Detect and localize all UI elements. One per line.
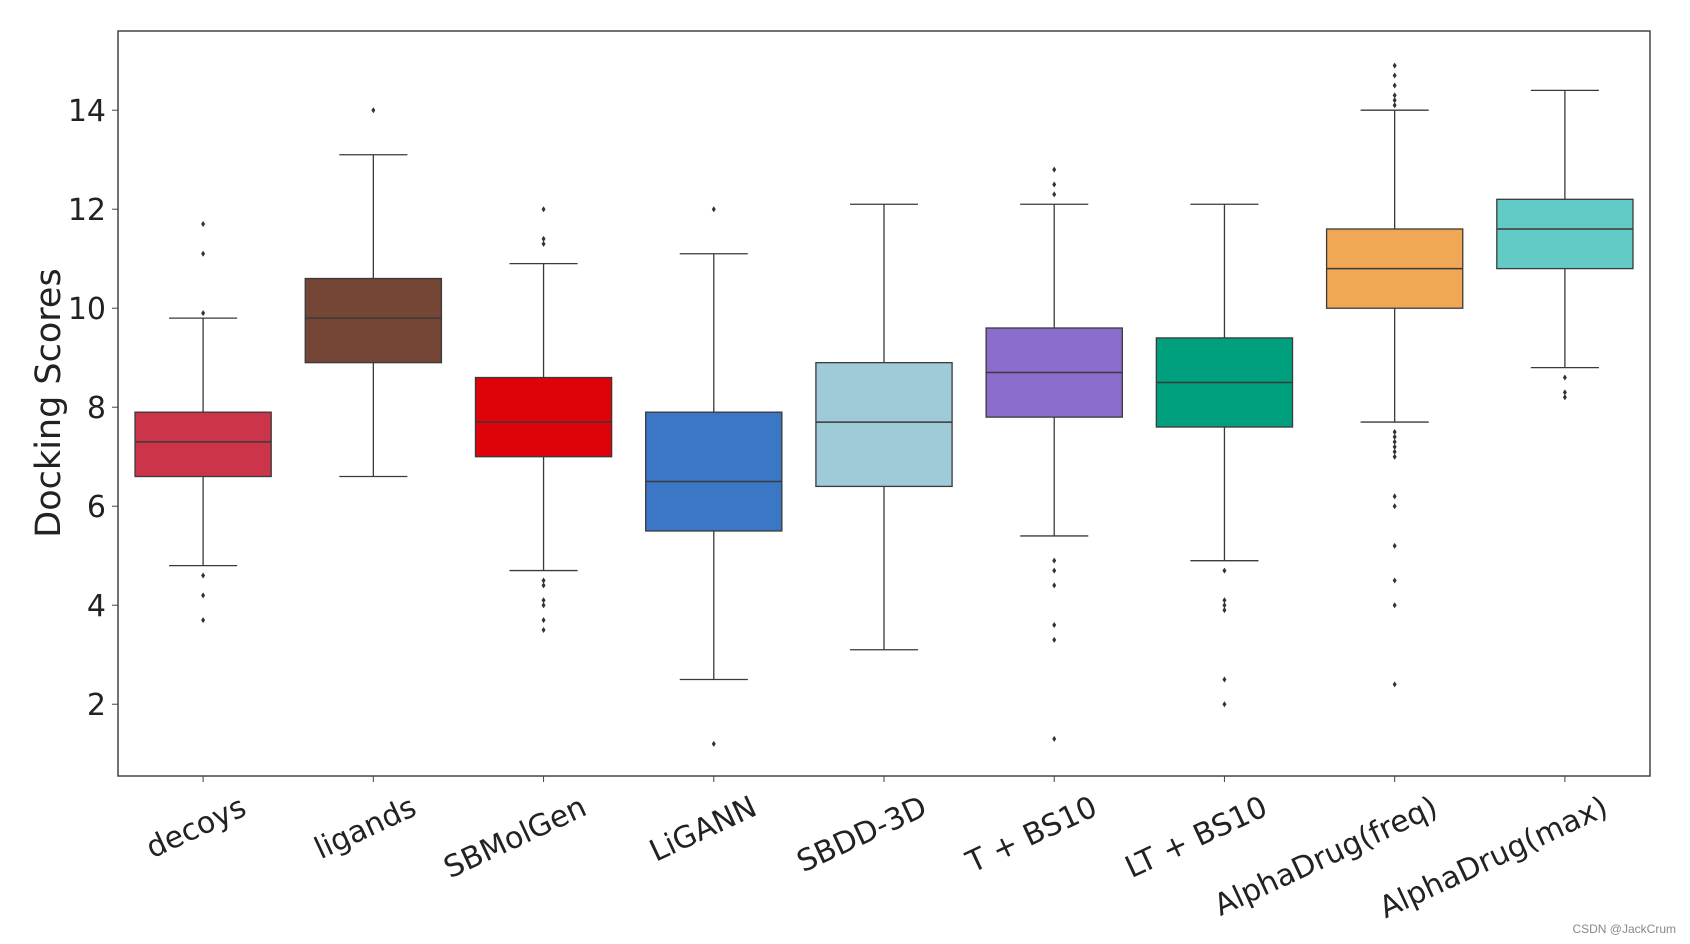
iqr-box [815,362,953,488]
box-group-sbmolgen [474,206,613,633]
iqr-box [1496,198,1634,270]
outlier-point [541,235,546,242]
outlier-point [541,240,546,247]
outlier-point [1392,82,1397,89]
box-group-alphadrug-max- [1496,89,1634,401]
outlier-point [1392,62,1397,69]
outlier-point [1392,542,1397,549]
outlier-point [541,617,546,624]
box-group-lt-bs10 [1155,203,1294,708]
outlier-point [1392,443,1397,450]
outlier-point [201,221,206,228]
box-group-ligands [304,107,443,478]
boxes-layer [134,62,1634,747]
x-category-label: LiGANN [644,790,762,870]
outlier-point [201,310,206,317]
x-category-label: T + BS10 [960,790,1102,881]
outlier-point [1392,438,1397,445]
outlier-point [1222,676,1227,683]
iqr-box [304,277,443,364]
outlier-point [711,740,716,747]
outlier-point [541,597,546,604]
outlier-point [1392,72,1397,79]
outlier-point [711,206,716,213]
outlier-point [1052,191,1057,198]
outlier-point [1392,97,1397,104]
outlier-point [201,592,206,599]
outlier-point [1392,602,1397,609]
iqr-box [474,376,613,458]
outlier-point [1392,577,1397,584]
box-group-t-bs10 [985,166,1123,742]
outlier-point [1392,92,1397,99]
outlier-point [1052,567,1057,574]
iqr-box [134,411,272,478]
outlier-point [1052,181,1057,188]
outlier-point [1392,448,1397,455]
y-axis-title: Docking Scores [29,268,69,537]
outlier-point [1392,503,1397,510]
outlier-point [1392,428,1397,435]
outlier-point [541,626,546,633]
outlier-point [201,617,206,624]
outlier-point [1392,102,1397,109]
outlier-point [371,107,376,114]
outlier-point [1392,453,1397,460]
x-axis: decoys ligands SBMolGen LiGANN SBDD-3D T + BS… [141,776,1613,926]
outlier-point [1052,622,1057,629]
y-tick-label: 2 [87,688,106,723]
y-axis: 2 4 6 8 10 12 14 [68,94,118,723]
outlier-point [541,602,546,609]
outlier-point [1392,681,1397,688]
x-category-label: SBDD-3D [792,790,933,880]
outlier-point [1222,602,1227,609]
y-tick-label: 8 [87,391,106,426]
y-tick-label: 6 [87,490,106,525]
outlier-point [1052,166,1057,173]
outlier-point [1052,735,1057,742]
outlier-point [1222,567,1227,574]
outlier-point [541,577,546,584]
outlier-point [541,582,546,589]
outlier-point [1052,582,1057,589]
outlier-point [1052,636,1057,643]
outlier-point [1562,374,1567,381]
watermark: CSDN @JackCrum [1572,922,1676,936]
y-tick-label: 12 [68,193,106,228]
outlier-point [1222,701,1227,708]
outlier-point [1562,394,1567,401]
outlier-point [1562,389,1567,396]
x-category-label: ligands [309,790,421,867]
box-group-ligann [645,206,783,747]
outlier-point [541,206,546,213]
x-category-label: SBMolGen [439,790,592,886]
x-category-label: LT + BS10 [1120,790,1273,886]
outlier-point [201,250,206,257]
outlier-point [1052,557,1057,564]
iqr-box [645,411,783,532]
y-tick-label: 14 [68,94,106,129]
outlier-point [201,572,206,579]
x-category-label: decoys [141,790,252,866]
y-tick-label: 10 [68,292,106,327]
box-group-decoys [134,221,272,624]
outlier-point [1222,597,1227,604]
y-tick-label: 4 [87,589,106,624]
box-group-sbdd-3d [815,203,953,651]
box-group-alphadrug-freq- [1325,62,1464,688]
outlier-point [1392,493,1397,500]
outlier-point [1392,433,1397,440]
outlier-point [1222,607,1227,614]
